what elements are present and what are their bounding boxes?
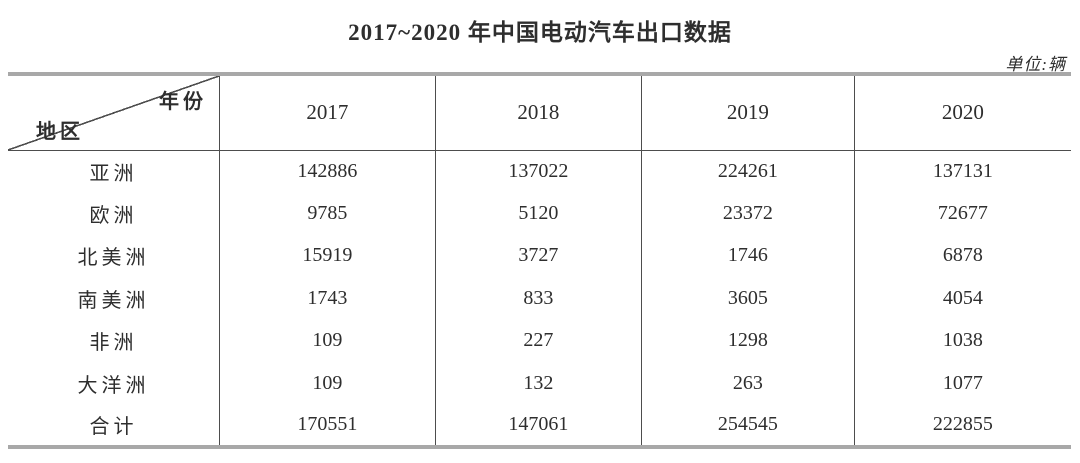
table-row: 北美洲 15919 3727 1746 6878 [8, 234, 1071, 278]
value-cell: 254545 [641, 404, 855, 447]
value-cell: 137022 [434, 150, 642, 193]
value-cell: 1298 [641, 319, 855, 362]
value-cell: 137131 [853, 150, 1071, 193]
export-table: 年份 地区 2017 2018 2019 2020 亚洲 142886 137022… [8, 72, 1071, 449]
value-cell: 1743 [219, 277, 436, 320]
year-header-2019: 2019 [641, 74, 855, 151]
region-cell: 合计 [89, 416, 138, 439]
value-cell: 224261 [641, 150, 855, 193]
unit-label: 单位:辆 [1005, 55, 1066, 74]
value-cell: 23372 [641, 192, 855, 235]
region-cell: 大洋洲 [77, 374, 150, 397]
value-cell: 227 [434, 319, 642, 362]
value-cell: 72677 [853, 192, 1071, 235]
header-row: 年份 地区 2017 2018 2019 2020 [8, 74, 1071, 151]
table-row: 合计 170551 147061 254545 222855 [8, 404, 1071, 447]
year-header-2017: 2017 [219, 74, 436, 151]
table-row: 南美洲 1743 833 3605 4054 [8, 277, 1071, 320]
value-cell: 6878 [853, 234, 1071, 278]
value-cell: 142886 [219, 150, 436, 193]
corner-cell: 年份 地区 [8, 74, 220, 151]
value-cell: 3605 [641, 277, 855, 320]
region-cell: 亚洲 [89, 162, 138, 185]
year-header-2020: 2020 [853, 74, 1071, 151]
region-cell: 非洲 [89, 332, 138, 355]
value-cell: 15919 [219, 234, 436, 278]
region-cell: 南美洲 [77, 289, 150, 312]
table-body: 亚洲 142886 137022 224261 137131 欧洲 9785 5120 2337… [8, 150, 1071, 447]
value-cell: 263 [641, 361, 855, 405]
value-cell: 147061 [434, 404, 642, 447]
value-cell: 9785 [219, 192, 436, 235]
value-cell: 132 [434, 361, 642, 405]
value-cell: 833 [434, 277, 642, 320]
value-cell: 1746 [641, 234, 855, 278]
region-cell: 北美洲 [77, 247, 150, 270]
year-header-2018: 2018 [434, 74, 642, 151]
table-row: 欧洲 9785 5120 23372 72677 [8, 192, 1071, 235]
value-cell: 1038 [853, 319, 1071, 362]
value-cell: 3727 [434, 234, 642, 278]
corner-label-region: 地区 [36, 120, 84, 143]
value-cell: 109 [219, 361, 436, 405]
value-cell: 170551 [219, 404, 436, 447]
value-cell: 109 [219, 319, 436, 362]
corner-label-year: 年份 [159, 91, 208, 113]
table-row: 非洲 109 227 1298 1038 [8, 319, 1071, 362]
value-cell: 4054 [853, 277, 1071, 320]
value-cell: 5120 [434, 192, 642, 235]
value-cell: 1077 [853, 361, 1071, 405]
table-row: 大洋洲 109 132 263 1077 [8, 361, 1071, 405]
table-row: 亚洲 142886 137022 224261 137131 [8, 150, 1071, 193]
value-cell: 222855 [853, 404, 1071, 447]
region-cell: 欧洲 [89, 205, 138, 228]
page-title: 2017~2020 年中国电动汽车出口数据 [348, 20, 732, 45]
